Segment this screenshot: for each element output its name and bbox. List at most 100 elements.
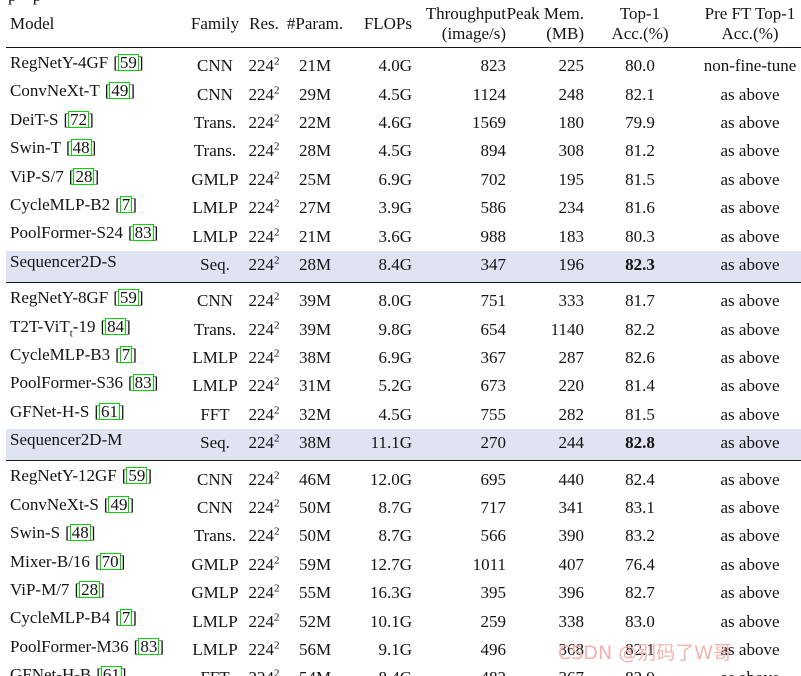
peak-mem-cell: 341 bbox=[558, 498, 585, 518]
params-cell: 54M bbox=[284, 664, 346, 676]
model-cell: Mixer-B/16 [70] bbox=[6, 551, 186, 579]
peak-mem-cell: 180 bbox=[558, 112, 585, 132]
top1-acc-cell: 80.0 bbox=[625, 56, 655, 76]
resolution-exponent: 2 bbox=[274, 497, 280, 510]
model-name: PoolFormer-S36 bbox=[10, 373, 123, 393]
citation-link[interactable]: 59 bbox=[126, 466, 148, 486]
top1-acc-cell: 82.2 bbox=[625, 319, 655, 339]
citation-link[interactable]: 84 bbox=[105, 316, 127, 336]
citation-link[interactable]: 28 bbox=[79, 580, 101, 600]
column-header-throughput: Throughput (image/s) bbox=[412, 2, 506, 48]
peak-mem-cell: 440 bbox=[558, 469, 585, 489]
citation-link[interactable]: 59 bbox=[117, 288, 139, 308]
citation-link[interactable]: 61 bbox=[100, 666, 122, 676]
table-row: ConvNeXt-T [49] CNN 2242 29M 4.5G 1124 24… bbox=[6, 80, 801, 108]
model-name: Sequencer2D-M bbox=[10, 430, 123, 450]
citation-link[interactable]: 61 bbox=[99, 401, 121, 421]
flops-cell: 4.5G bbox=[378, 404, 412, 424]
family-cell: LMLP bbox=[192, 226, 238, 246]
model-name: Mixer-B/16 bbox=[10, 551, 90, 571]
citation-link[interactable]: 59 bbox=[117, 53, 139, 72]
params-cell: 22M bbox=[298, 112, 332, 132]
top1-acc-cell: 82.1 bbox=[625, 84, 655, 104]
top1-acc-cell: 81.7 bbox=[625, 291, 655, 311]
table-row: GFNet-H-B[61] FFT 2242 54M 8.4G 482 367 … bbox=[6, 664, 801, 676]
flops-cell: 8.7G bbox=[378, 498, 412, 518]
peak-mem-cell: 234 bbox=[558, 198, 585, 218]
citation-link[interactable]: 70 bbox=[99, 551, 121, 571]
peak-mem-cell: 287 bbox=[558, 348, 585, 368]
citation-link[interactable]: 83 bbox=[138, 636, 160, 656]
citation-link[interactable]: 72 bbox=[68, 109, 90, 129]
throughput-cell: 702 bbox=[480, 169, 507, 189]
model-name: ViP-M/7 bbox=[10, 580, 70, 600]
resolution-cell: 2242 bbox=[244, 429, 284, 461]
throughput-cell: 1569 bbox=[472, 112, 506, 132]
model-name: ViP-S/7 bbox=[10, 166, 64, 186]
resolution-exponent: 2 bbox=[274, 610, 280, 623]
throughput-cell: 347 bbox=[412, 250, 506, 283]
model-name: GFNet-H-S bbox=[10, 401, 90, 421]
citation-link[interactable]: 48 bbox=[69, 523, 91, 543]
table-row: PoolFormer-S36 [83] LMLP 2242 31M 5.2G 67… bbox=[6, 372, 801, 400]
table-row: PoolFormer-M36 [83] LMLP 2242 56M 9.1G 49… bbox=[6, 636, 801, 664]
citation-link[interactable]: 49 bbox=[108, 494, 130, 514]
table-row: CycleMLP-B4 [7] LMLP 2242 52M 10.1G 259 3… bbox=[6, 607, 801, 635]
resolution-value: 224 bbox=[248, 498, 275, 518]
preft-acc-cell: as above bbox=[720, 112, 780, 132]
model-name: PoolFormer-M36 bbox=[10, 636, 129, 656]
preft-acc-cell: as above bbox=[696, 250, 801, 283]
family-cell: FFT bbox=[200, 404, 230, 424]
citation: [48] bbox=[66, 138, 97, 158]
top1-acc-cell: 79.9 bbox=[625, 112, 655, 132]
citation-link[interactable]: 49 bbox=[109, 81, 131, 101]
flops-cell: 4.5G bbox=[378, 141, 412, 161]
peak-mem-cell: 333 bbox=[558, 291, 585, 311]
model-name: PoolFormer-S24 bbox=[10, 223, 123, 243]
top1-acc-cell: 82.3 bbox=[584, 250, 696, 283]
model-name: RegNetY-4GF bbox=[10, 53, 109, 72]
model-cell: Sequencer2D-M bbox=[6, 429, 186, 461]
citation-link[interactable]: 7 bbox=[119, 344, 133, 364]
citation-link[interactable]: 7 bbox=[119, 194, 133, 214]
citation-link[interactable]: 83 bbox=[132, 223, 154, 243]
params-cell: 50M bbox=[298, 526, 332, 546]
citation-link[interactable]: 7 bbox=[119, 608, 133, 628]
preft-acc-cell: as above bbox=[720, 640, 780, 659]
family-cell: CNN bbox=[197, 469, 233, 489]
table-row: T2T-ViTt-19 [84] Trans. 2242 39M 9.8G 654… bbox=[6, 316, 801, 344]
citation: [7] bbox=[115, 194, 137, 214]
model-cell: GFNet-H-B [61] bbox=[6, 664, 186, 676]
family-cell: GMLP bbox=[191, 169, 239, 189]
model-cell: Swin-T [48] bbox=[6, 137, 186, 165]
flops-cell: 6.9G bbox=[378, 169, 412, 189]
family-cell: GMLP bbox=[191, 554, 239, 574]
resolution-value: 224 bbox=[248, 319, 275, 339]
resolution-cell: 2242 bbox=[244, 48, 284, 81]
resolution-value: 224 bbox=[248, 84, 275, 104]
column-header-res: Res. bbox=[244, 2, 284, 48]
preft-acc-cell: as above bbox=[720, 141, 780, 161]
peak-mem-cell: 244 bbox=[506, 429, 584, 461]
citation-link[interactable]: 83 bbox=[132, 373, 154, 393]
table-row: CycleMLP-B2 [7] LMLP 2242 27M 3.9G 586 23… bbox=[6, 194, 801, 222]
params-cell: 56M bbox=[298, 640, 332, 659]
model-cell: ConvNeXt-T [49] bbox=[6, 80, 186, 108]
peak-mem-cell: 196 bbox=[506, 250, 584, 283]
citation-link[interactable]: 28 bbox=[73, 166, 95, 186]
params-cell: 32M bbox=[298, 404, 332, 424]
model-cell: ViP-S/7 [28] bbox=[6, 166, 186, 194]
resolution-cell: 2242 bbox=[244, 344, 284, 372]
resolution-exponent: 2 bbox=[274, 55, 280, 68]
flops-cell: 9.1G bbox=[378, 640, 412, 659]
flops-cell: 8.4G bbox=[346, 664, 412, 676]
resolution-exponent: 2 bbox=[274, 469, 280, 481]
citation: [59] bbox=[121, 466, 153, 486]
family-cell: FFT bbox=[186, 664, 244, 676]
citation-link[interactable]: 48 bbox=[70, 138, 92, 158]
peak-mem-cell: 220 bbox=[558, 376, 585, 396]
model-name: CycleMLP-B3 bbox=[10, 344, 111, 364]
params-cell: 38M bbox=[284, 429, 346, 461]
preft-acc-cell: as above bbox=[720, 319, 780, 339]
column-header-model: Model bbox=[6, 2, 186, 48]
